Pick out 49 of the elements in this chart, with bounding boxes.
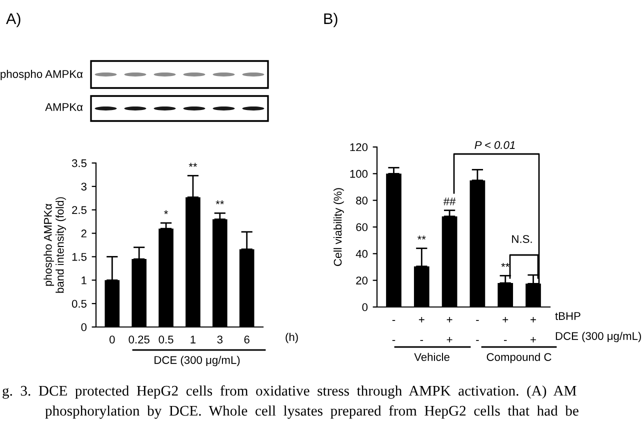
text: g. 3. DCE protected HepG2 cells from oxidative stress through AMPK activation. (A) AM: [2, 385, 576, 399]
y-axis-title: Cell viability (%): [334, 188, 344, 266]
annotation: N.S.: [512, 235, 532, 243]
category-label: + +: [530, 316, 536, 342]
y-tick-label: 80: [356, 196, 368, 204]
x-tick-label: 0.5: [158, 336, 174, 344]
category-label: - -: [392, 320, 396, 341]
y-tick-label: 3: [81, 182, 86, 191]
data-label: ##: [443, 198, 456, 206]
y-tick-label: 2.5: [72, 206, 87, 214]
data-label: **: [188, 162, 198, 167]
y-tick-label: 1.5: [72, 253, 87, 261]
y-tick-label: 120: [350, 143, 368, 152]
y-tick-label: 0.5: [72, 300, 87, 308]
text: (h): [286, 332, 298, 344]
data-label: **: [418, 236, 426, 240]
data-label: *: [164, 210, 168, 214]
text: phospho AMPKα: [0, 70, 83, 80]
y-tick-label: 3.5: [72, 159, 87, 168]
data-label: **: [216, 200, 224, 204]
y-tick-label: 2: [81, 230, 86, 238]
text: phosphorylation by DCE. Whole cell lysates prepared from HepG2 cells that had be: [45, 405, 578, 419]
x-tick-label: 3: [217, 336, 223, 344]
category-label: + -: [418, 316, 424, 341]
x-tick-label: 0.25: [128, 336, 150, 344]
text: tBHP: [555, 312, 580, 320]
category-label: + -: [502, 316, 508, 341]
data-label: **: [501, 262, 510, 267]
category-label: + +: [446, 316, 452, 342]
y-tick-label: 40: [356, 250, 368, 258]
x-tick-label: 1: [190, 336, 196, 344]
annotation: P < 0.01: [474, 141, 515, 149]
category-label: - -: [476, 320, 479, 341]
y-axis-title: phospho AMPKα band intensity (fold): [44, 197, 66, 293]
text: AMPKα: [45, 103, 83, 111]
text: Compound C: [486, 352, 552, 364]
text: Vehicle: [414, 352, 450, 361]
x-tick-label: 6: [244, 336, 250, 344]
y-tick-label: 1: [82, 276, 86, 284]
x-tick-label: 0: [110, 336, 115, 344]
text: A): [6, 12, 20, 28]
text: DCE (300 μg/mL): [556, 332, 641, 342]
text: DCE (300 μg/mL): [154, 356, 240, 366]
y-tick-label: 60: [356, 223, 368, 232]
y-tick-label: 0: [81, 323, 87, 332]
y-tick-label: 20: [356, 276, 368, 284]
y-tick-label: 0: [362, 303, 368, 312]
y-tick-label: 100: [350, 170, 368, 178]
text: B): [324, 12, 338, 28]
